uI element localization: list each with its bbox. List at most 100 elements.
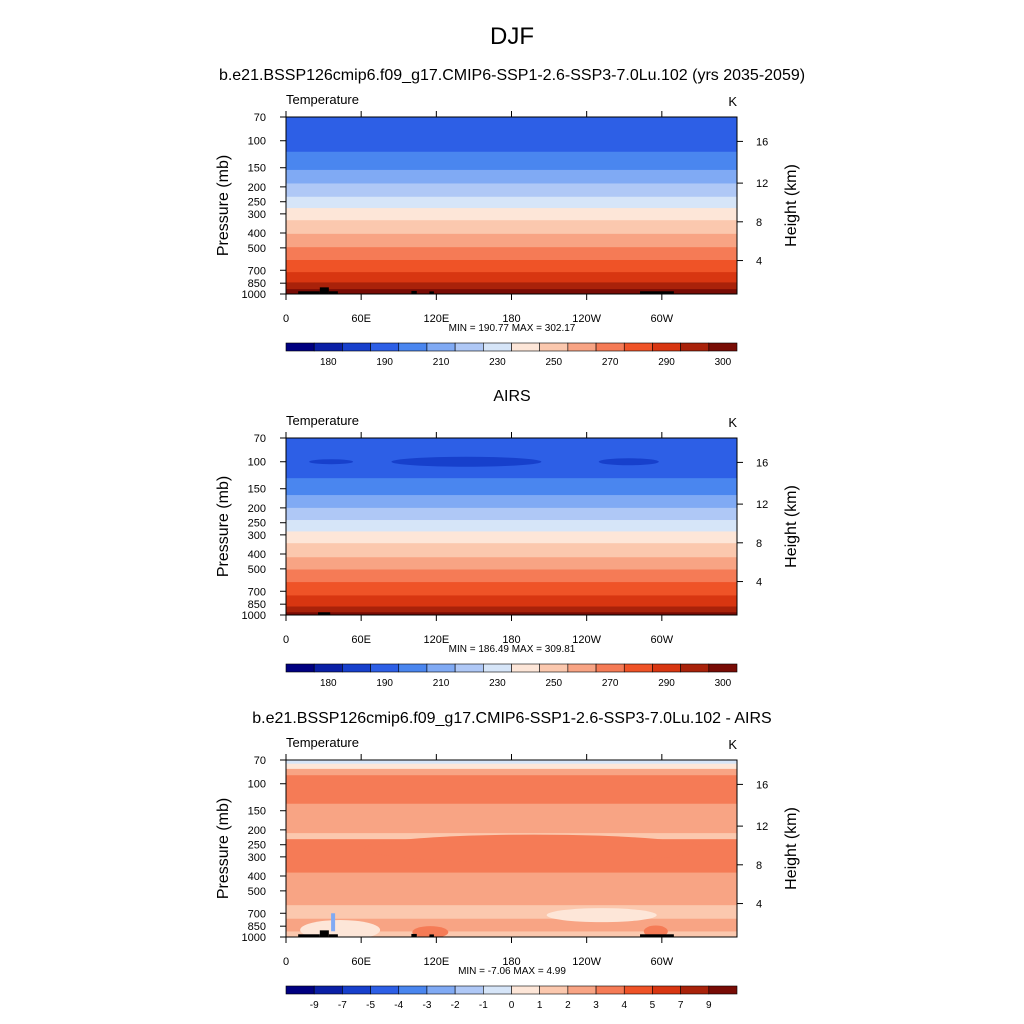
panel-2: Temperature K 0 60E 120E 180 120W 60W 70 100 150 20… [215, 413, 800, 689]
y2-tick-label: 16 [756, 136, 768, 148]
y-tick-label: 150 [248, 163, 266, 175]
contour-band [286, 768, 737, 776]
colorbar-swatch [285, 663, 315, 673]
colorbar-label: 3 [593, 1000, 599, 1011]
y-tick-label: 150 [248, 806, 266, 818]
colorbar: 180 190 210 230 250 270 290 300 [285, 663, 738, 689]
colorbar-label: 300 [715, 357, 732, 368]
colorbar-label: 7 [678, 1000, 684, 1011]
contour-lobe [412, 926, 449, 937]
colorbar-label: 290 [658, 678, 675, 689]
colorbar-swatch [313, 985, 343, 995]
colorbar-swatch [623, 663, 653, 673]
x-tick-label: 120E [423, 634, 449, 646]
colorbar-swatch [426, 342, 456, 352]
contour-lobe [331, 913, 336, 932]
terrain-mask [318, 612, 331, 615]
contour-band [286, 931, 737, 937]
y2-tick-label: 16 [756, 779, 768, 791]
contour-field [286, 117, 737, 294]
contour-band [286, 169, 737, 184]
contour-lens [309, 459, 354, 465]
y-tick-label: 400 [248, 549, 266, 561]
colorbar-label: -3 [422, 1000, 431, 1011]
colorbar-swatch [595, 342, 625, 352]
contour-band [286, 612, 737, 615]
x-tick-label: 180 [502, 313, 520, 325]
contour-band [286, 905, 737, 920]
y-tick-label: 250 [248, 840, 266, 852]
contour-band [286, 117, 737, 153]
y-tick-label: 400 [248, 228, 266, 240]
terrain-mask [411, 290, 417, 294]
colorbar-label: -4 [394, 1000, 403, 1011]
contour-band [286, 760, 737, 765]
contour-lobe [643, 925, 668, 937]
colorbar-label: 0 [509, 1000, 515, 1011]
contour-band [286, 557, 737, 571]
colorbar-swatch [370, 342, 400, 352]
y-axis-title: Pressure (mb) [215, 155, 232, 256]
colorbar-label: -5 [366, 1000, 375, 1011]
colorbar-swatch [342, 342, 371, 352]
min-max-stats: MIN = 186.49 MAX = 309.81 [449, 644, 576, 655]
colorbar-label: 190 [376, 678, 393, 689]
colorbar-label: -1 [479, 1000, 488, 1011]
contour-band [286, 918, 737, 932]
colorbar-swatch [398, 342, 428, 352]
colorbar-swatch [652, 985, 681, 995]
x-tick-label: 120E [423, 313, 449, 325]
contour-band [286, 507, 737, 521]
y-tick-label: 500 [248, 886, 266, 898]
colorbar-swatch [539, 985, 569, 995]
colorbar-swatch [623, 342, 653, 352]
y2-tick-label: 12 [756, 178, 768, 190]
colorbar-swatch [652, 663, 681, 673]
terrain-mask [298, 934, 320, 937]
colorbar-swatch [398, 985, 428, 995]
units-label: K [728, 737, 737, 752]
y-tick-label: 400 [248, 871, 266, 883]
colorbar-swatch [595, 663, 625, 673]
colorbar-swatch [313, 342, 343, 352]
colorbar-label: 180 [320, 678, 337, 689]
variable-label: Temperature [286, 735, 359, 750]
colorbar-label: 250 [545, 357, 562, 368]
y-tick-label: 200 [248, 825, 266, 837]
contour-band [286, 247, 737, 261]
colorbar-label: 190 [376, 357, 393, 368]
contour-lobe [546, 908, 657, 923]
colorbar-label: 180 [320, 357, 337, 368]
contour-field [286, 760, 737, 937]
contour-band [286, 289, 737, 294]
colorbar-swatch [398, 663, 428, 673]
colorbar-swatch [426, 663, 456, 673]
colorbar-swatch [342, 663, 371, 673]
x-tick-label: 60E [351, 313, 371, 325]
y-tick-label: 700 [248, 265, 266, 277]
colorbar-swatch [454, 342, 484, 352]
colorbar-swatch [539, 342, 569, 352]
colorbar-swatch [708, 663, 738, 673]
colorbar-label: 1 [537, 1000, 543, 1011]
y2-axis-title: Height (km) [783, 807, 800, 890]
y2-axis-title: Height (km) [783, 164, 800, 247]
y-axis-title: Pressure (mb) [215, 476, 232, 577]
colorbar-swatch [483, 663, 512, 673]
y-tick-label: 850 [248, 599, 266, 611]
contour-lens [391, 456, 542, 467]
y-tick-label: 200 [248, 503, 266, 515]
colorbar-label: 210 [433, 678, 450, 689]
terrain-mask [319, 287, 329, 294]
colorbar-label: 250 [545, 678, 562, 689]
y2-axis-title: Height (km) [783, 485, 800, 568]
colorbar-label: 270 [602, 678, 619, 689]
colorbar-label: 230 [489, 357, 506, 368]
x-tick-label: 60E [351, 634, 371, 646]
x-tick-label: 0 [283, 313, 289, 325]
colorbar-label: -9 [310, 1000, 319, 1011]
colorbar-swatch [285, 985, 315, 995]
min-max-stats: MIN = -7.06 MAX = 4.99 [458, 966, 566, 977]
contour-band [286, 208, 737, 221]
x-tick-label: 120W [572, 313, 601, 325]
